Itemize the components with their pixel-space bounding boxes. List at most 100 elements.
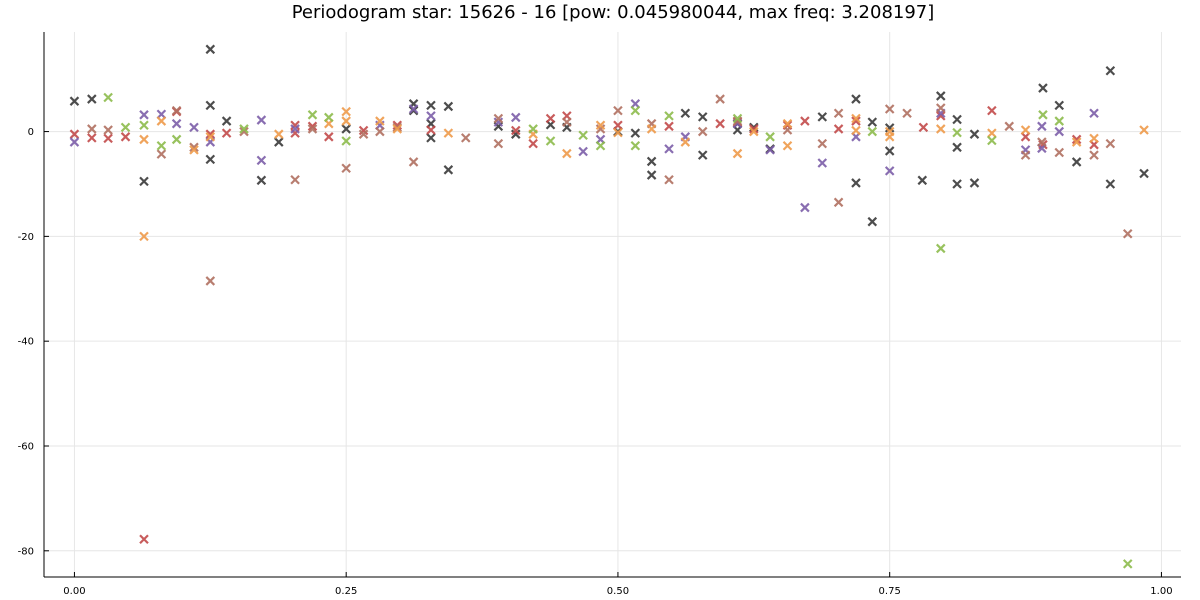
data-point-marker [87, 124, 97, 134]
x-axis-ticks: 0.00 0.25 0.50 0.75 1.00 [63, 572, 1173, 597]
data-point-marker [205, 44, 216, 55]
data-point-marker [341, 163, 351, 174]
x-tick-label: 0.50 [607, 586, 629, 597]
data-point-marker [426, 125, 436, 135]
data-point-marker [408, 157, 419, 167]
data-point-marker [646, 170, 657, 180]
data-point-marker [1089, 150, 1099, 160]
data-point-marker [205, 100, 216, 111]
data-point-marker [917, 175, 928, 186]
data-point-marker [87, 94, 97, 104]
data-point-marker [765, 132, 775, 142]
data-point-marker [1054, 116, 1065, 126]
data-point-marker [493, 117, 504, 127]
data-point-marker [510, 125, 521, 136]
data-point-marker [646, 124, 657, 134]
data-point-marker [1020, 125, 1031, 135]
data-point-marker [987, 105, 997, 116]
data-point-marker [1105, 66, 1116, 76]
data-points [69, 44, 1149, 569]
data-point-marker [765, 145, 775, 155]
data-point-marker [969, 129, 980, 139]
scatter-series [139, 106, 1149, 242]
data-point-marker [697, 126, 708, 137]
data-point-marker [375, 116, 385, 126]
data-point-marker [205, 154, 216, 165]
data-point-marker [697, 150, 708, 160]
data-point-marker [562, 148, 572, 159]
data-point-marker [274, 129, 284, 139]
y-tick-label: -40 [18, 337, 34, 348]
data-point-marker [969, 178, 980, 188]
data-point-marker [833, 197, 844, 208]
data-point-marker [274, 137, 284, 147]
data-point-marker [1105, 179, 1116, 189]
data-point-marker [664, 144, 674, 154]
data-point-marker [1020, 150, 1031, 160]
data-point-marker [867, 117, 878, 127]
data-point-marker [528, 124, 538, 134]
data-point-marker [884, 132, 895, 142]
data-point-marker [749, 126, 759, 137]
data-point-marker [952, 127, 962, 138]
data-point-marker [578, 146, 588, 157]
data-point-marker [205, 129, 216, 139]
data-point-marker [120, 122, 131, 133]
data-point-marker [307, 110, 318, 120]
data-point-marker [392, 124, 403, 134]
data-point-marker [918, 122, 929, 133]
data-point-marker [408, 105, 419, 116]
data-point-marker [103, 125, 113, 135]
data-point-marker [392, 122, 403, 133]
data-point-marker [952, 142, 962, 153]
data-point-marker [443, 165, 454, 175]
data-point-marker [426, 100, 436, 111]
data-point-marker [680, 108, 691, 119]
data-point-marker [884, 166, 895, 176]
data-point-marker [139, 120, 149, 131]
data-point-marker [103, 133, 113, 144]
data-point-marker [69, 129, 80, 139]
data-point-marker [867, 216, 878, 227]
data-point-marker [205, 276, 216, 286]
data-point-marker [528, 138, 538, 149]
data-point-marker [1054, 126, 1065, 137]
data-point-marker [952, 179, 962, 189]
data-point-marker [664, 175, 674, 185]
y-tick-label: -60 [18, 441, 34, 452]
data-point-marker [545, 136, 556, 146]
data-point-marker [239, 124, 249, 134]
data-point-marker [307, 124, 318, 134]
data-point-marker [205, 132, 216, 142]
data-point-marker [935, 124, 946, 134]
data-point-marker [562, 117, 572, 127]
data-point-marker [103, 92, 113, 103]
data-point-marker [290, 124, 300, 134]
data-point-marker [426, 111, 436, 121]
data-point-marker [341, 116, 351, 126]
data-point-marker [680, 137, 691, 147]
data-point-marker [171, 118, 182, 129]
data-point-marker [341, 124, 351, 134]
data-point-marker [139, 110, 149, 120]
data-point-marker [87, 133, 97, 143]
data-point-marker [782, 140, 793, 151]
data-point-marker [171, 105, 182, 116]
data-point-marker [510, 112, 521, 123]
data-point-marker [256, 155, 267, 166]
data-point-marker [732, 116, 743, 126]
y-tick-label: 0 [28, 127, 34, 138]
data-point-marker [1089, 108, 1099, 119]
data-point-marker [1038, 110, 1048, 120]
data-point-marker [935, 91, 946, 101]
y-tick-label: -20 [18, 232, 34, 243]
data-point-marker [800, 116, 810, 126]
data-point-marker [817, 138, 828, 149]
data-point-marker [324, 112, 334, 123]
data-point-marker [510, 129, 521, 139]
data-point-marker [749, 124, 759, 134]
data-point-marker [1139, 168, 1149, 179]
scatter-series [87, 94, 1133, 286]
data-point-marker [867, 126, 878, 137]
data-point-marker [545, 113, 556, 124]
